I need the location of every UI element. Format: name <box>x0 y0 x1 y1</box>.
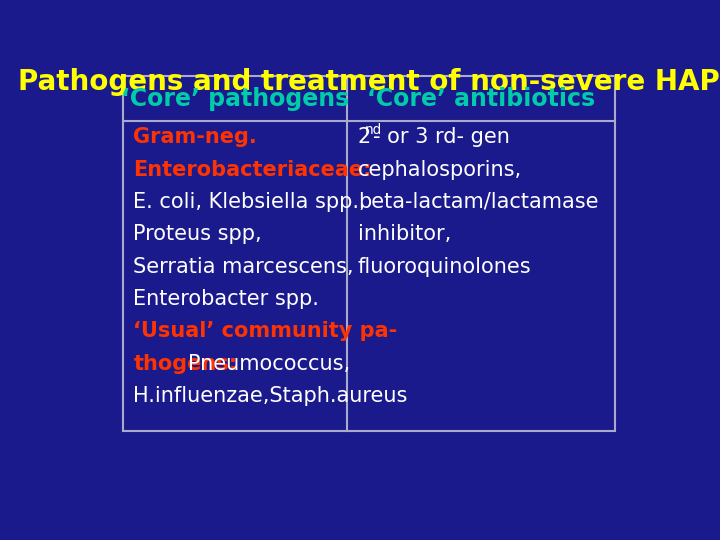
Text: Pathogens and treatment of non-severe HAP: Pathogens and treatment of non-severe HA… <box>18 68 720 96</box>
Text: thogens:: thogens: <box>133 354 238 374</box>
Bar <box>122 76 616 430</box>
Text: E. coli, Klebsiella spp.,: E. coli, Klebsiella spp., <box>133 192 366 212</box>
Text: fluoroquinolones: fluoroquinolones <box>358 256 531 276</box>
Text: ‘Core’ antibiotics: ‘Core’ antibiotics <box>367 87 595 111</box>
Text: - or 3 rd- gen: - or 3 rd- gen <box>374 127 510 147</box>
Text: Proteus spp,: Proteus spp, <box>133 224 262 244</box>
Text: 2: 2 <box>358 127 371 147</box>
Text: Enterobacter spp.: Enterobacter spp. <box>133 289 319 309</box>
Text: inhibitor,: inhibitor, <box>358 224 451 244</box>
Text: ‘Usual’ community pa-: ‘Usual’ community pa- <box>133 321 397 341</box>
Text: Enterobacteriaceae:: Enterobacteriaceae: <box>133 159 372 179</box>
Text: H.influenzae,Staph.aureus: H.influenzae,Staph.aureus <box>133 386 408 406</box>
Text: Pneumococcus,: Pneumococcus, <box>188 354 350 374</box>
Text: nd: nd <box>364 123 382 137</box>
Text: beta-lactam/lactamase: beta-lactam/lactamase <box>358 192 598 212</box>
Text: Gram-neg.: Gram-neg. <box>133 127 257 147</box>
Text: ‘Core’ pathogens: ‘Core’ pathogens <box>120 87 348 111</box>
Text: cephalosporins,: cephalosporins, <box>358 159 522 179</box>
Text: Serratia marcescens,: Serratia marcescens, <box>133 256 354 276</box>
